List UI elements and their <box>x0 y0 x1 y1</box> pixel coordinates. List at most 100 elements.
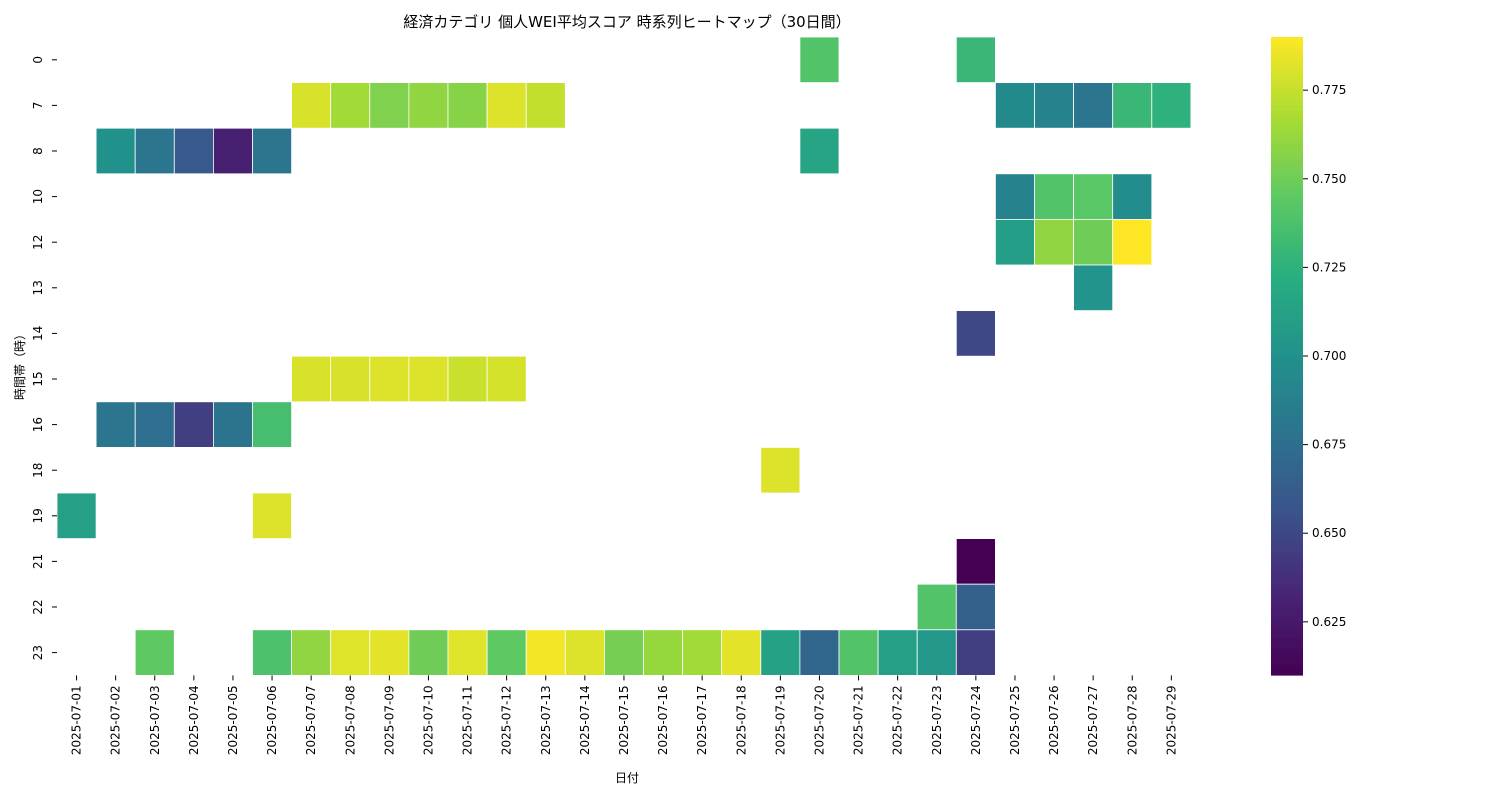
heatmap-cell <box>212 127 253 175</box>
heatmap-cell <box>1073 173 1114 220</box>
heatmap-cell <box>525 82 566 129</box>
y-tick-label: 16 <box>31 417 45 432</box>
colorbar-segment <box>1271 313 1303 320</box>
x-tick-label: 2025-07-06 <box>265 685 279 755</box>
colorbar-segment <box>1271 637 1303 644</box>
colorbar-segment <box>1271 361 1303 368</box>
colorbar-segment <box>1271 520 1303 527</box>
colorbar-segment <box>1271 276 1303 283</box>
colorbar-segment <box>1271 100 1303 107</box>
heatmap-cell <box>252 401 292 448</box>
colorbar-segment <box>1271 68 1303 75</box>
heatmap-cell <box>134 127 175 175</box>
colorbar-segment <box>1271 217 1303 224</box>
heatmap-cell <box>408 82 449 129</box>
colorbar-segment <box>1271 563 1303 570</box>
heatmap-cell <box>838 629 879 676</box>
colorbar-segment <box>1271 324 1303 331</box>
colorbar-segment <box>1271 605 1303 612</box>
heatmap-cell <box>799 127 840 175</box>
x-tick-label: 2025-07-22 <box>891 685 905 755</box>
heatmap-cell <box>760 629 801 676</box>
x-tick-label: 2025-07-12 <box>500 685 514 755</box>
x-tick-label: 2025-07-16 <box>656 685 670 755</box>
y-tick-label: 22 <box>31 599 45 614</box>
colorbar-segment <box>1271 547 1303 554</box>
colorbar-segment <box>1271 621 1303 628</box>
colorbar-segment <box>1271 185 1303 192</box>
x-tick-label: 2025-07-02 <box>109 685 123 755</box>
colorbar-segment <box>1271 79 1303 86</box>
colorbar-segment <box>1271 345 1303 352</box>
colorbar-segment <box>1271 414 1303 421</box>
colorbar-segment <box>1271 90 1303 97</box>
colorbar-segment <box>1271 483 1303 490</box>
colorbar-segment <box>1271 515 1303 522</box>
colorbar-segment <box>1271 233 1303 240</box>
heatmap-cell <box>447 82 488 129</box>
colorbar-segment <box>1271 488 1303 495</box>
heatmap-cell <box>916 629 957 676</box>
colorbar-segment <box>1271 212 1303 219</box>
colorbar-segment <box>1271 478 1303 485</box>
heatmap-cell <box>330 355 371 403</box>
heatmap-cell <box>799 36 840 83</box>
colorbar: 0.625 0.650 0.675 0.700 0.725 0.750 0.775 <box>1271 37 1346 676</box>
colorbar-segment <box>1271 441 1303 447</box>
x-tick-label: 2025-07-25 <box>1008 685 1022 755</box>
heatmap-cell <box>291 629 332 676</box>
x-tick-label: 2025-07-26 <box>1047 685 1061 755</box>
colorbar-tick-label: 0.775 <box>1312 83 1346 97</box>
colorbar-segment <box>1271 329 1303 336</box>
colorbar-segment <box>1271 595 1303 602</box>
heatmap-cell <box>877 629 918 676</box>
colorbar-segment <box>1271 228 1303 235</box>
heatmap-cell <box>486 355 527 403</box>
heatmap-cell <box>955 36 996 83</box>
heatmap-cell <box>173 127 214 175</box>
heatmap-cell <box>1112 82 1153 129</box>
colorbar-segment <box>1271 499 1303 506</box>
colorbar-segment <box>1271 584 1303 591</box>
colorbar-segment <box>1271 286 1303 293</box>
y-tick-label: 8 <box>31 147 45 155</box>
colorbar-segment <box>1271 531 1303 538</box>
colorbar-tick-label: 0.750 <box>1312 172 1346 186</box>
colorbar-segment <box>1271 435 1303 442</box>
heatmap-cells <box>56 36 1192 676</box>
x-axis-label: 日付 <box>615 771 639 785</box>
colorbar-segment <box>1271 132 1303 139</box>
colorbar-segment <box>1271 180 1303 187</box>
colorbar-tick-label: 0.725 <box>1312 260 1346 274</box>
x-tick-label: 2025-07-04 <box>187 685 201 755</box>
heatmap-cell <box>134 629 175 676</box>
colorbar-segment <box>1271 457 1303 463</box>
colorbar-segment <box>1271 366 1303 373</box>
heatmap-cell <box>995 218 1035 266</box>
colorbar-segment <box>1271 510 1303 517</box>
heatmap-cell <box>330 82 371 129</box>
colorbar-segment <box>1271 419 1303 426</box>
heatmap-cell <box>212 401 253 448</box>
y-tick-label: 10 <box>31 189 45 204</box>
colorbar-segment <box>1271 573 1303 580</box>
colorbar-segment <box>1271 526 1303 533</box>
heatmap-cell <box>486 629 527 676</box>
colorbar-segment <box>1271 558 1303 564</box>
colorbar-tick-label: 0.625 <box>1312 615 1346 629</box>
heatmap-cell <box>1073 264 1114 311</box>
colorbar-segment <box>1271 223 1303 229</box>
heatmap-cell <box>408 355 449 403</box>
colorbar-tick-label: 0.700 <box>1312 349 1346 363</box>
heatmap-cell <box>760 446 801 494</box>
heatmap-cell <box>1034 82 1074 129</box>
y-tick-label: 7 <box>31 102 45 110</box>
x-tick-label: 2025-07-14 <box>578 685 592 755</box>
x-tick-label: 2025-07-07 <box>304 685 318 755</box>
colorbar-segment <box>1271 196 1303 203</box>
heatmap-cell <box>252 127 292 175</box>
x-tick-label: 2025-07-13 <box>539 685 553 755</box>
heatmap-cell <box>447 355 488 403</box>
colorbar-segment <box>1271 425 1303 432</box>
colorbar-segment <box>1271 669 1303 676</box>
